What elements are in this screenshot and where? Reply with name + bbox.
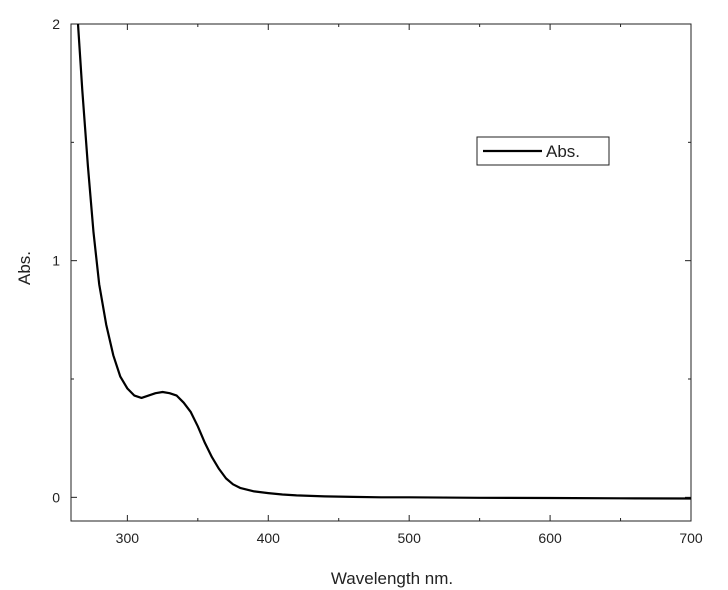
y-tick-label: 1 <box>52 253 60 269</box>
plot-area-frame <box>70 23 692 522</box>
legend-label: Abs. <box>546 142 580 161</box>
x-tick-label: 500 <box>398 530 422 546</box>
x-tick-label: 600 <box>538 530 562 546</box>
axis-ticks <box>71 23 692 521</box>
y-tick-label: 2 <box>52 16 60 32</box>
axis-tick-labels: 300 400 500 600 700 0 1 2 <box>52 16 703 546</box>
x-tick-label: 400 <box>257 530 281 546</box>
x-tick-label: 300 <box>116 530 140 546</box>
series-lines <box>76 23 692 500</box>
y-tick-label: 0 <box>52 489 60 505</box>
legend: Abs. <box>476 136 610 166</box>
x-axis-title: Wavelength nm. <box>331 569 453 588</box>
y-axis-title: Abs. <box>15 251 34 285</box>
series-line-0 <box>76 23 692 500</box>
x-tick-label: 700 <box>679 530 703 546</box>
